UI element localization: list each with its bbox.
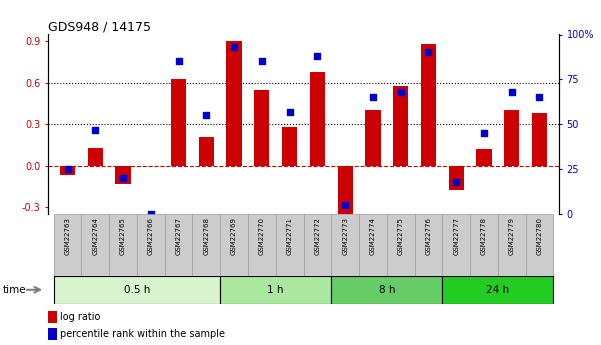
Point bbox=[146, 211, 156, 217]
Text: GSM22766: GSM22766 bbox=[148, 217, 154, 255]
Text: GSM22777: GSM22777 bbox=[453, 217, 459, 255]
Bar bbox=[477, 149, 492, 166]
Text: time: time bbox=[3, 285, 26, 295]
Bar bbox=[53, 276, 220, 304]
Point bbox=[535, 95, 545, 100]
Text: GSM22779: GSM22779 bbox=[508, 217, 514, 255]
Bar bbox=[192, 214, 220, 276]
Text: GSM22763: GSM22763 bbox=[64, 217, 70, 255]
Point bbox=[313, 53, 322, 59]
Bar bbox=[88, 148, 103, 166]
Point bbox=[118, 175, 128, 181]
Bar bbox=[448, 166, 464, 190]
Point bbox=[507, 89, 516, 95]
Bar bbox=[338, 166, 353, 217]
Bar bbox=[415, 214, 442, 276]
Text: GSM22770: GSM22770 bbox=[259, 217, 265, 255]
Point bbox=[424, 50, 433, 55]
Text: GSM22774: GSM22774 bbox=[370, 217, 376, 255]
Point bbox=[257, 59, 267, 64]
Text: 8 h: 8 h bbox=[379, 285, 395, 295]
Bar bbox=[498, 214, 526, 276]
Text: GSM22775: GSM22775 bbox=[398, 217, 404, 255]
Text: 1 h: 1 h bbox=[267, 285, 284, 295]
Bar bbox=[115, 166, 130, 184]
Bar bbox=[526, 214, 554, 276]
Point bbox=[201, 112, 211, 118]
Bar bbox=[248, 214, 276, 276]
Bar bbox=[171, 79, 186, 166]
Text: GSM22772: GSM22772 bbox=[314, 217, 320, 255]
Text: percentile rank within the sample: percentile rank within the sample bbox=[60, 329, 225, 339]
Text: GSM22780: GSM22780 bbox=[537, 217, 543, 255]
Bar bbox=[48, 310, 57, 323]
Bar bbox=[165, 214, 192, 276]
Point bbox=[479, 130, 489, 136]
Text: GSM22771: GSM22771 bbox=[287, 217, 293, 255]
Point bbox=[91, 127, 100, 132]
Bar bbox=[60, 166, 75, 175]
Text: log ratio: log ratio bbox=[60, 312, 100, 322]
Bar bbox=[442, 214, 470, 276]
Bar bbox=[137, 214, 165, 276]
Bar bbox=[442, 276, 554, 304]
Point bbox=[174, 59, 183, 64]
Point bbox=[340, 202, 350, 208]
Bar bbox=[227, 41, 242, 166]
Bar bbox=[220, 276, 331, 304]
Bar bbox=[532, 113, 547, 166]
Bar bbox=[359, 214, 387, 276]
Bar bbox=[109, 214, 137, 276]
Bar bbox=[254, 90, 269, 166]
Bar bbox=[304, 214, 331, 276]
Bar bbox=[504, 110, 519, 166]
Bar bbox=[199, 137, 214, 166]
Bar bbox=[331, 276, 442, 304]
Text: GSM22778: GSM22778 bbox=[481, 217, 487, 255]
Text: GSM22764: GSM22764 bbox=[93, 217, 99, 255]
Point bbox=[285, 109, 294, 115]
Bar bbox=[365, 110, 380, 166]
Bar bbox=[53, 214, 81, 276]
Bar bbox=[470, 214, 498, 276]
Bar bbox=[310, 72, 325, 166]
Text: GSM22767: GSM22767 bbox=[175, 217, 182, 255]
Bar bbox=[393, 86, 408, 166]
Point bbox=[230, 44, 239, 50]
Text: GSM22773: GSM22773 bbox=[342, 217, 348, 255]
Text: GSM22769: GSM22769 bbox=[231, 217, 237, 255]
Text: GDS948 / 14175: GDS948 / 14175 bbox=[48, 20, 151, 33]
Bar bbox=[387, 214, 415, 276]
Point bbox=[368, 95, 377, 100]
Text: GSM22765: GSM22765 bbox=[120, 217, 126, 255]
Text: GSM22768: GSM22768 bbox=[203, 217, 209, 255]
Bar bbox=[276, 214, 304, 276]
Bar bbox=[48, 328, 57, 340]
Text: GSM22776: GSM22776 bbox=[426, 217, 432, 255]
Bar bbox=[220, 214, 248, 276]
Point bbox=[63, 166, 72, 172]
Point bbox=[451, 179, 461, 184]
Bar bbox=[81, 214, 109, 276]
Bar bbox=[421, 44, 436, 166]
Text: 0.5 h: 0.5 h bbox=[124, 285, 150, 295]
Bar bbox=[331, 214, 359, 276]
Text: 24 h: 24 h bbox=[486, 285, 510, 295]
Point bbox=[396, 89, 406, 95]
Bar bbox=[282, 127, 297, 166]
